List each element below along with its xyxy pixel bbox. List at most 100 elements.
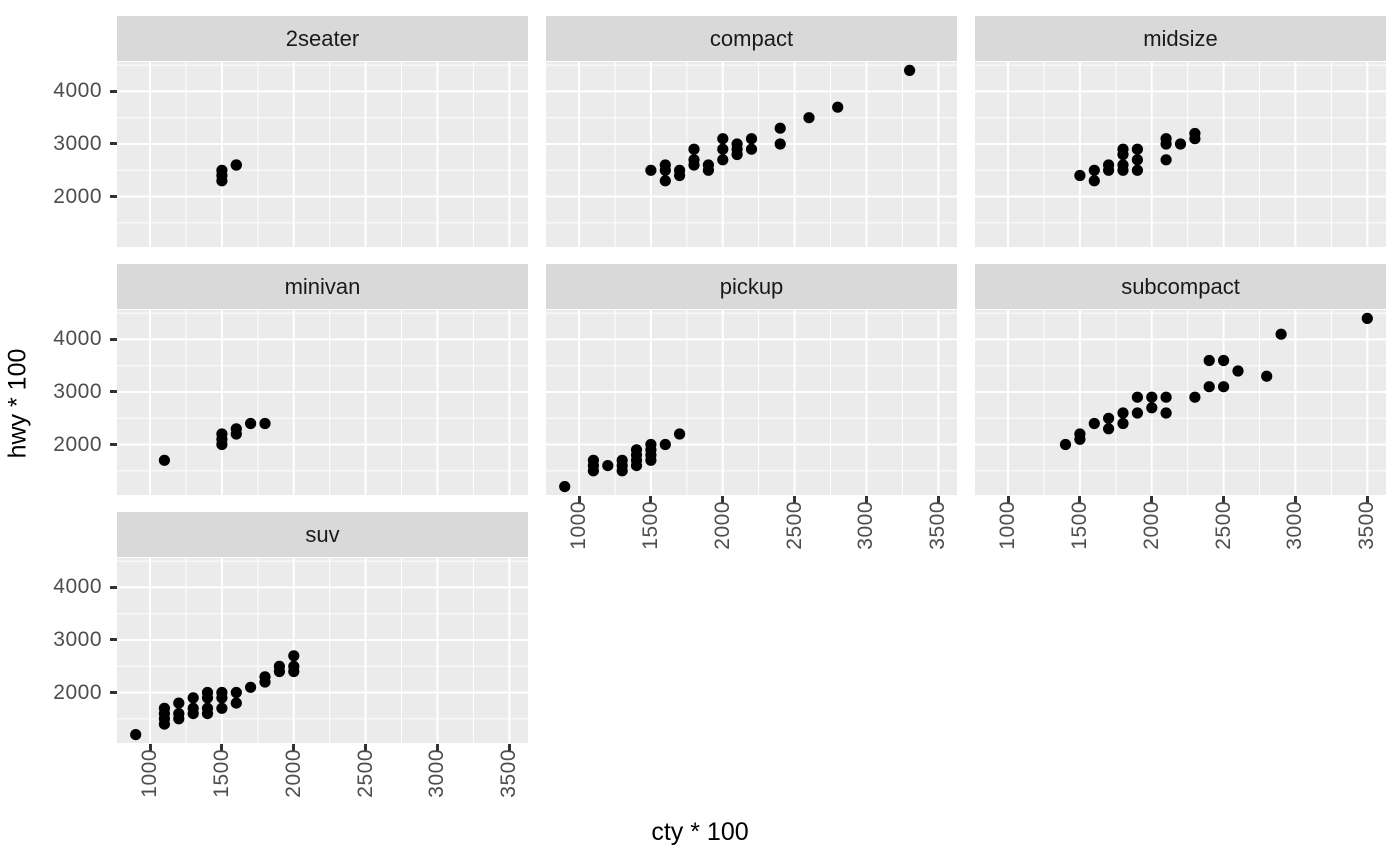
data-point xyxy=(259,417,271,430)
data-point xyxy=(230,686,242,699)
data-point xyxy=(1074,169,1086,182)
data-point xyxy=(717,143,729,155)
data-point xyxy=(774,138,786,150)
x-tick-mark xyxy=(292,744,296,751)
x-tick-mark xyxy=(148,744,152,751)
x-tick-mark xyxy=(864,496,868,503)
data-point xyxy=(659,438,671,451)
facet-strip-2seater: 2seater xyxy=(117,16,528,61)
data-point xyxy=(745,133,758,145)
facet-strip-label: minivan xyxy=(284,273,361,299)
x-tick-mark xyxy=(220,744,224,751)
data-point xyxy=(1146,402,1158,414)
x-axis-title: cty * 100 xyxy=(651,818,749,846)
y-tick-label: 2000 xyxy=(53,432,102,456)
data-point xyxy=(1131,164,1143,176)
facet-strip-label: 2seater xyxy=(285,25,360,51)
data-point xyxy=(216,702,228,714)
data-point xyxy=(1146,391,1158,403)
x-tick-mark xyxy=(1222,496,1226,503)
y-tick-label: 2000 xyxy=(53,184,102,208)
x-tick-mark xyxy=(936,496,940,503)
y-tick-label: 4000 xyxy=(53,327,102,351)
data-point xyxy=(1160,138,1172,150)
data-point xyxy=(173,697,185,709)
data-point xyxy=(216,438,228,451)
y-tick-mark xyxy=(110,337,117,341)
x-tick-mark xyxy=(364,744,368,751)
x-tick-mark xyxy=(721,496,725,503)
data-point xyxy=(130,729,142,741)
data-point xyxy=(803,112,815,124)
data-point xyxy=(245,681,257,693)
data-point xyxy=(230,428,242,440)
data-point xyxy=(1160,391,1172,403)
data-point xyxy=(216,164,228,176)
facet-strip-label: pickup xyxy=(719,273,784,299)
data-point xyxy=(717,154,729,166)
y-tick-label: 4000 xyxy=(53,575,102,599)
x-tick-label: 2500 xyxy=(782,501,806,550)
x-tick-label: 1000 xyxy=(567,501,591,550)
data-point xyxy=(259,676,271,688)
data-point xyxy=(288,665,300,678)
y-axis-title: hwy * 100 xyxy=(3,348,32,459)
facet-panel-pickup xyxy=(546,310,957,495)
data-point xyxy=(1131,154,1143,166)
x-tick-label: 3500 xyxy=(1355,501,1379,550)
y-tick-mark xyxy=(110,195,117,199)
y-tick-mark xyxy=(110,638,117,642)
facet-panel-2seater xyxy=(117,62,528,247)
facet-strip-label: suv xyxy=(305,521,340,547)
data-point xyxy=(1088,164,1100,176)
facet-strip-midsize: midsize xyxy=(975,16,1386,61)
facet-strip-minivan: minivan xyxy=(117,264,528,309)
data-point xyxy=(158,718,170,730)
data-point xyxy=(158,454,170,466)
data-point xyxy=(1160,407,1172,419)
data-point xyxy=(1174,138,1187,150)
facet-strip-compact: compact xyxy=(546,16,957,61)
data-point xyxy=(1059,438,1072,451)
x-tick-label: 1000 xyxy=(996,501,1020,550)
data-point xyxy=(1275,328,1287,340)
facet-panel-subcompact xyxy=(975,310,1386,495)
data-point xyxy=(659,164,671,176)
data-point xyxy=(702,164,714,176)
data-point xyxy=(230,697,242,709)
x-tick-label: 2000 xyxy=(1139,501,1163,550)
x-tick-label: 3500 xyxy=(926,501,950,550)
data-point xyxy=(1117,164,1129,176)
data-point xyxy=(602,460,614,472)
data-point xyxy=(288,650,300,662)
data-point xyxy=(1203,354,1215,367)
data-point xyxy=(1160,154,1172,166)
facet-strip-suv: suv xyxy=(117,512,528,557)
data-point xyxy=(1117,417,1129,430)
y-tick-mark xyxy=(110,691,117,695)
data-point xyxy=(1117,407,1129,419)
x-tick-mark xyxy=(507,744,511,751)
data-point xyxy=(1103,412,1115,424)
data-point xyxy=(559,481,571,493)
y-tick-mark xyxy=(110,443,117,447)
facet-panel-suv xyxy=(117,558,528,743)
x-tick-label: 3000 xyxy=(854,501,878,550)
y-tick-label: 3000 xyxy=(53,379,102,403)
x-tick-label: 1500 xyxy=(1067,501,1091,550)
facet-panel-minivan xyxy=(117,310,528,495)
x-tick-mark xyxy=(1293,496,1297,503)
data-point xyxy=(688,159,700,171)
panel-background xyxy=(975,62,1386,247)
x-tick-label: 3000 xyxy=(1283,501,1307,550)
data-point xyxy=(1218,381,1230,393)
y-tick-label: 3000 xyxy=(53,627,102,651)
data-point xyxy=(1088,417,1100,430)
data-point xyxy=(245,417,257,430)
data-point xyxy=(1189,391,1201,403)
y-tick-mark xyxy=(110,142,117,146)
x-tick-mark xyxy=(1150,496,1154,503)
x-tick-mark xyxy=(1078,496,1082,503)
data-point xyxy=(717,133,729,145)
